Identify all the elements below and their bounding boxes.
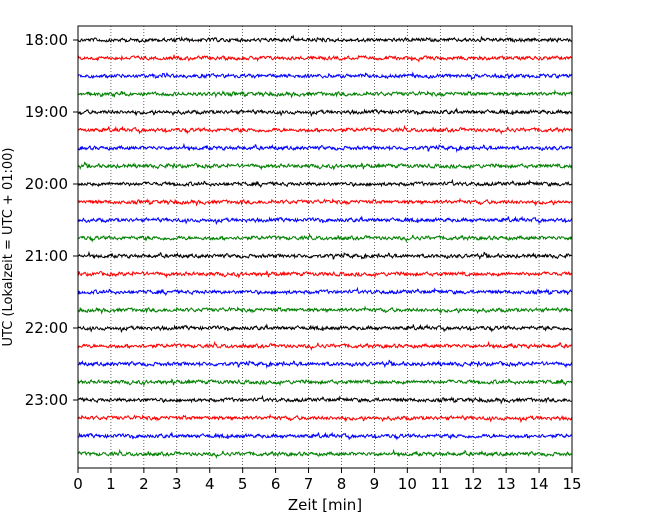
trace-line bbox=[77, 305, 573, 315]
trace-line bbox=[77, 431, 573, 441]
y-tick-label: 20:00 bbox=[25, 175, 68, 193]
x-axis-ticks: 0 1 2 3 4 5 6 7 8 9 10 11 12 13 14 15 bbox=[73, 468, 582, 493]
trace-line bbox=[77, 215, 573, 226]
trace-line bbox=[77, 124, 573, 136]
x-tick-label: 13 bbox=[497, 475, 516, 493]
trace-line bbox=[77, 54, 573, 63]
x-tick-label: 1 bbox=[106, 475, 116, 493]
trace-line bbox=[77, 89, 573, 99]
trace-line bbox=[77, 340, 573, 352]
x-tick-label: 6 bbox=[271, 475, 281, 493]
x-tick-label: 11 bbox=[431, 475, 450, 493]
x-tick-label: 4 bbox=[205, 475, 215, 493]
trace-line bbox=[77, 286, 573, 297]
trace-line bbox=[77, 394, 573, 405]
x-tick-label: 15 bbox=[562, 475, 581, 493]
trace-line bbox=[77, 34, 573, 44]
trace-line bbox=[77, 232, 573, 244]
y-tick-label: 19:00 bbox=[25, 103, 68, 121]
x-tick-label: 0 bbox=[73, 475, 83, 493]
y-tick-label: 18:00 bbox=[25, 31, 68, 49]
x-tick-label: 5 bbox=[238, 475, 248, 493]
trace-line bbox=[77, 107, 573, 118]
trace-line bbox=[77, 161, 573, 171]
trace-line bbox=[77, 378, 573, 387]
plot-frame bbox=[77, 25, 573, 469]
seismic-traces bbox=[77, 34, 573, 460]
trace-line bbox=[77, 250, 573, 261]
trace-line bbox=[77, 359, 573, 370]
y-tick-label: 23:00 bbox=[25, 391, 68, 409]
y-tick-label: 22:00 bbox=[25, 319, 68, 337]
trace-line bbox=[77, 323, 573, 334]
x-tick-label: 14 bbox=[530, 475, 549, 493]
trace-line bbox=[77, 142, 573, 154]
x-tick-label: 10 bbox=[398, 475, 417, 493]
x-tick-label: 3 bbox=[172, 475, 182, 493]
trace-line bbox=[77, 197, 573, 207]
y-axis-ticks: 18:00 19:00 20:00 21:00 22:00 23:00 bbox=[25, 31, 78, 409]
trace-line bbox=[77, 71, 573, 81]
trace-line bbox=[77, 270, 573, 279]
x-tick-label: 2 bbox=[139, 475, 149, 493]
trace-line bbox=[77, 413, 573, 424]
y-tick-label: 21:00 bbox=[25, 247, 68, 265]
x-tick-label: 7 bbox=[304, 475, 314, 493]
trace-line bbox=[77, 448, 573, 460]
x-tick-label: 12 bbox=[464, 475, 483, 493]
trace-line bbox=[77, 178, 573, 189]
y-axis-label: UTC (Lokalzeit = UTC + 01:00) bbox=[1, 148, 16, 347]
x-axis-label: Zeit [min] bbox=[288, 496, 362, 514]
x-tick-label: 8 bbox=[337, 475, 347, 493]
x-tick-label: 9 bbox=[370, 475, 380, 493]
